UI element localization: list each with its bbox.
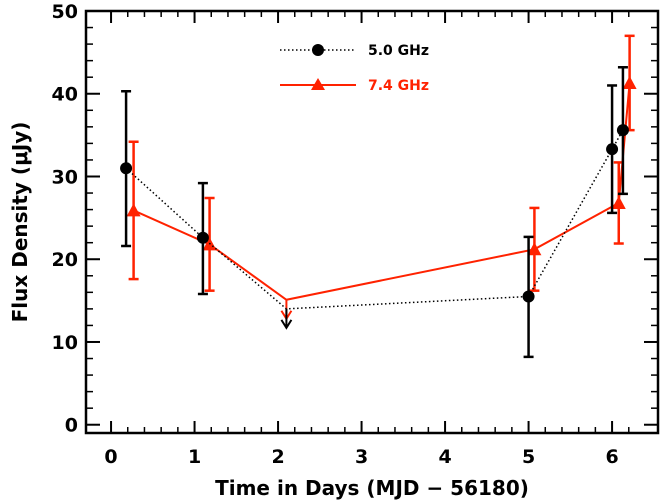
axis-ticks: 0 1 2 3 4 5 6 0 10 20 30 40 50 [52, 1, 658, 468]
data-point [622, 75, 637, 89]
data-point [606, 143, 619, 156]
legend: 5.0 GHz 7.4 GHz [280, 43, 429, 94]
x-axis-title: Time in Days (MJD − 56180) [215, 476, 529, 500]
legend-label-7ghz: 7.4 GHz [368, 78, 429, 94]
x-tick-label: 1 [188, 446, 201, 468]
upper-limit-arrow-head [280, 319, 293, 330]
series-line [133, 82, 631, 301]
x-tick-label: 4 [438, 446, 451, 468]
x-tick-label: 5 [522, 446, 535, 468]
legend-marker-5ghz [312, 44, 324, 56]
legend-label-5ghz: 5.0 GHz [368, 43, 429, 59]
data-point [616, 124, 629, 137]
data-point [611, 195, 626, 209]
y-tick-label: 10 [52, 332, 78, 354]
y-axis-title: Flux Density (μJy) [8, 122, 32, 323]
x-tick-label: 3 [355, 446, 368, 468]
y-tick-label: 20 [52, 249, 78, 271]
legend-marker-7ghz [311, 78, 325, 90]
x-tick-label: 0 [104, 446, 117, 468]
data-point [196, 231, 209, 244]
x-tick-label: 6 [605, 446, 618, 468]
data-point [522, 290, 535, 303]
data-point [120, 162, 133, 175]
plot-content [120, 34, 637, 359]
data-point [527, 242, 542, 256]
y-tick-label: 40 [52, 84, 78, 106]
series-5ghz [120, 66, 629, 359]
x-tick-label: 2 [271, 446, 284, 468]
plot-frame [84, 9, 660, 435]
y-tick-label: 50 [52, 1, 78, 23]
y-tick-label: 30 [52, 166, 78, 188]
y-tick-label: 0 [65, 415, 78, 437]
data-point [126, 203, 141, 217]
